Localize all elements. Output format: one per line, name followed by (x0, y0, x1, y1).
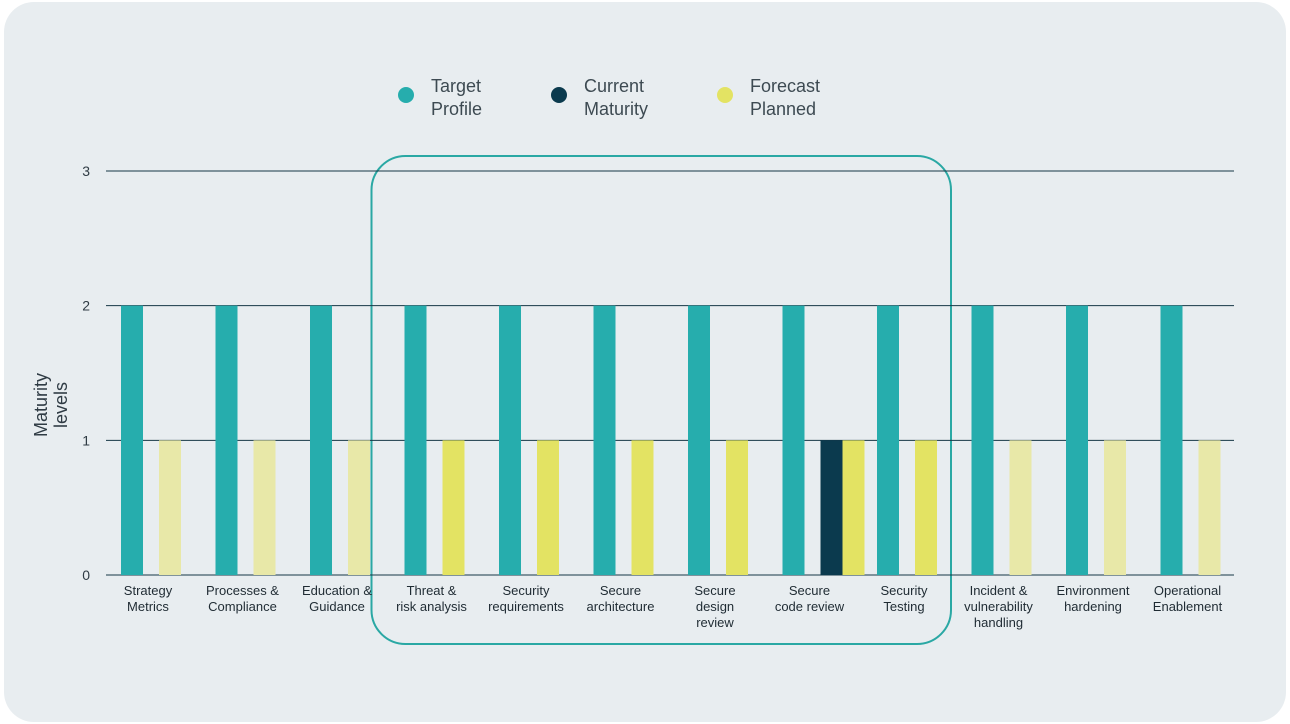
x-category-label-line: Metrics (127, 599, 169, 614)
bar-target-profile (877, 305, 899, 575)
bar-forecast-planned (159, 440, 181, 575)
x-category-label-line: Secure (694, 583, 735, 598)
x-category-label: Security Testing (881, 583, 928, 614)
x-category-label-line: Processes & (206, 583, 279, 598)
bar-forecast-planned (915, 440, 937, 575)
y-tick-label: 3 (82, 163, 90, 179)
bar-target-profile (1066, 305, 1088, 575)
x-category-label: Secure code review (775, 583, 845, 614)
legend-forecast-planned-line2: Planned (750, 99, 817, 119)
x-category-label-line: architecture (587, 599, 655, 614)
x-category-label-line: handling (974, 615, 1023, 630)
bar-target-profile (782, 305, 805, 575)
bar-forecast-planned (253, 440, 276, 575)
x-category-label-line: Operational (1154, 583, 1221, 598)
y-axis-title-line: Maturity (31, 373, 51, 437)
x-category-label: Secure design review (694, 583, 735, 630)
x-category-label: Secure architecture (587, 583, 655, 614)
y-axis-title-line: levels (51, 382, 71, 428)
x-category-label-line: Security (881, 583, 928, 598)
x-category-label-line: review (696, 615, 734, 630)
x-category-label: Security requirements (488, 583, 564, 614)
legend-forecast-planned-line1: Forecast (750, 76, 821, 96)
legend-target-profile-dot (398, 87, 414, 103)
bar-target-profile (310, 305, 332, 575)
bar-target-profile (688, 305, 710, 575)
x-category-label-line: Compliance (208, 599, 277, 614)
bar-target-profile (499, 305, 521, 575)
x-category-label-line: Guidance (309, 599, 365, 614)
y-axis-title: Maturitylevels (31, 373, 71, 437)
bar-forecast-planned (1198, 440, 1221, 575)
x-category-label-line: Secure (600, 583, 641, 598)
legend-current-maturity-line1: Current (584, 76, 645, 96)
bar-forecast-planned (1009, 440, 1032, 575)
y-tick-label: 1 (82, 432, 90, 448)
x-category-label-line: Secure (789, 583, 830, 598)
x-category-label-line: Security (503, 583, 550, 598)
y-tick-label: 2 (82, 298, 90, 314)
legend-target-profile-line2: Profile (431, 99, 483, 119)
x-category-label-line: Incident & (970, 583, 1028, 598)
bar-forecast-planned (726, 440, 748, 575)
x-category-label: Threat & risk analysis (396, 583, 467, 614)
x-category-label-line: Environment (1057, 583, 1130, 598)
x-category-label: Processes & Compliance (206, 583, 279, 614)
x-category-label-line: risk analysis (396, 599, 467, 614)
x-category-label-line: design (696, 599, 734, 614)
legend-current-maturity-line2: Maturity (584, 99, 649, 119)
bar-forecast-planned (631, 440, 654, 575)
legend-current-maturity-dot (551, 87, 567, 103)
y-tick-label: 0 (82, 567, 90, 583)
bar-target-profile (215, 305, 238, 575)
bar-target-profile (404, 305, 427, 575)
x-category-label-line: vulnerability (964, 599, 1033, 614)
bar-forecast-planned (842, 440, 865, 575)
x-category-label: Incident & vulnerability handling (964, 583, 1033, 630)
x-category-label: Education & Guidance (302, 583, 372, 614)
x-category-label-line: code review (775, 599, 845, 614)
x-category-label: Strategy Metrics (124, 583, 173, 614)
bar-forecast-planned (537, 440, 559, 575)
x-category-label-line: Enablement (1153, 599, 1223, 614)
legend-forecast-planned: Forecast Planned (717, 75, 820, 121)
bar-forecast-planned (348, 440, 370, 575)
legend-target-profile-line1: Target (431, 76, 482, 96)
legend-current-maturity: Current Maturity (551, 75, 648, 121)
legend-forecast-planned-dot (717, 87, 733, 103)
x-category-label-line: hardening (1064, 599, 1122, 614)
highlight-box (370, 155, 952, 645)
bar-target-profile (121, 305, 143, 575)
bar-target-profile (1160, 305, 1183, 575)
x-category-label-line: Testing (883, 599, 924, 614)
bar-target-profile (593, 305, 616, 575)
bar-current-maturity (820, 440, 843, 575)
x-category-label-line: requirements (488, 599, 564, 614)
x-category-label: Operational Enablement (1153, 583, 1223, 614)
x-category-label: Environment hardening (1057, 583, 1130, 614)
bar-forecast-planned (442, 440, 465, 575)
x-category-label-line: Strategy (124, 583, 173, 598)
x-category-label-line: Threat & (407, 583, 457, 598)
legend-target-profile: Target Profile (398, 75, 482, 121)
bar-target-profile (971, 305, 994, 575)
bar-forecast-planned (1104, 440, 1126, 575)
x-category-label-line: Education & (302, 583, 372, 598)
